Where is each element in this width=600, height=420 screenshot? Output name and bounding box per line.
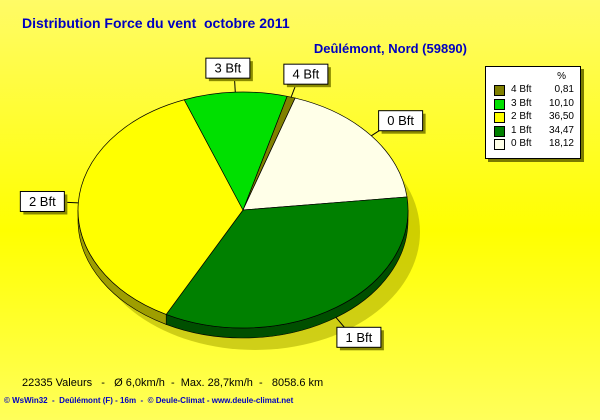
- legend-item-1-bft: 1 Bft 34,47: [494, 125, 574, 138]
- legend-swatch: [494, 125, 505, 137]
- legend-swatch: [494, 98, 505, 110]
- legend: % 4 Bft 0,81 3 Bft 10,10 2 Bft 36,50 1 Bft 34,4…: [485, 66, 581, 159]
- legend-value: 18,12: [548, 138, 574, 149]
- legend-label: 0 Bft: [511, 138, 532, 149]
- legend-item-0-bft: 0 Bft 18,12: [494, 138, 574, 151]
- legend-label: 2 Bft: [511, 111, 532, 122]
- callout-0-bft: 0 Bft: [378, 110, 426, 134]
- legend-unit: %: [557, 71, 566, 82]
- callout-box: [378, 110, 424, 132]
- legend-label: 1 Bft: [511, 124, 532, 136]
- callout-3-bft: 3 Bft: [205, 57, 253, 82]
- callout-2-bft: 2 Bft: [19, 190, 68, 215]
- chart-title: Distribution Force du vent octobre 2011: [22, 15, 290, 31]
- legend-item-2-bft: 2 Bft 36,50: [494, 111, 574, 124]
- callout-1-bft: 1 Bft: [336, 326, 384, 351]
- callout-text: 3 Bft: [215, 61, 242, 76]
- callout-4-bft: 4 Bft: [283, 63, 331, 88]
- legend-swatch: [494, 139, 505, 150]
- legend-value: 36,50: [548, 111, 574, 122]
- callout-text: 1 Bft: [346, 330, 373, 345]
- legend-item-4-bft: 4 Bft 0,81: [494, 84, 574, 97]
- callout-text: 2 Bft: [29, 194, 56, 209]
- legend-value: 0,81: [554, 84, 574, 95]
- legend-item-3-bft: 3 Bft 10,10: [494, 98, 574, 111]
- callout-text: 4 Bft: [293, 67, 320, 82]
- legend-label: 3 Bft: [511, 97, 532, 109]
- callout-text: 0 Bft: [387, 113, 414, 128]
- callout-box: [19, 190, 65, 212]
- pie-slice-3-bft: [183, 91, 288, 211]
- callout-box: [283, 63, 329, 85]
- credits-line: © WsWin32 - Deûlémont (F) - 16m - © Deul…: [4, 396, 294, 405]
- legend-value: 34,47: [548, 124, 574, 136]
- legend-label: 4 Bft: [511, 84, 532, 95]
- legend-swatch: [494, 112, 505, 123]
- callout-box: [205, 57, 251, 79]
- chart-subtitle: Deûlémont, Nord (59890): [313, 41, 467, 56]
- legend-value: 10,10: [548, 97, 574, 109]
- callout-box: [336, 326, 382, 348]
- pie-slice-2-bft: [77, 99, 244, 315]
- stats-line: 22335 Valeurs - Ø 6,0km/h - Max. 28,7km/…: [22, 377, 324, 389]
- pie-slice-1-bft: [165, 196, 409, 329]
- legend-swatch: [494, 85, 505, 96]
